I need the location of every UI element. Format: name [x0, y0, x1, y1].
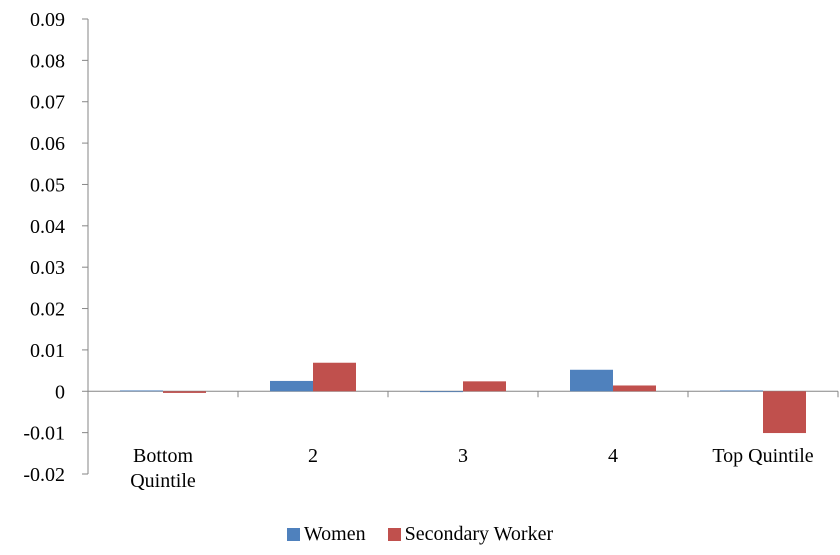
- x-tick-label: Bottom: [133, 445, 193, 467]
- x-tick-label: 4: [608, 445, 618, 467]
- legend-swatch-women: [287, 528, 300, 541]
- y-tick-label: 0: [55, 381, 65, 403]
- y-tick-label: 0.07: [30, 92, 65, 114]
- bar-women-1: [120, 390, 163, 391]
- x-tick-label: 3: [458, 445, 468, 467]
- bar-women-5: [720, 390, 763, 391]
- legend-swatch-secondary-worker: [388, 528, 401, 541]
- legend-label-secondary-worker: Secondary Worker: [405, 523, 554, 546]
- legend-label-women: Women: [304, 523, 366, 546]
- y-tick-label: 0.03: [30, 257, 65, 279]
- y-tick-label: 0.05: [30, 174, 65, 196]
- y-tick-label: 0.06: [30, 133, 65, 155]
- y-tick-label: 0.04: [30, 216, 65, 238]
- legend: Women Secondary Worker: [0, 523, 840, 546]
- bar-secondary-worker-3: [463, 381, 506, 391]
- y-tick-label: 0.09: [30, 9, 65, 31]
- x-tick-label: 2: [308, 445, 318, 467]
- x-tick-label: Quintile: [130, 470, 196, 492]
- y-axis: 0.09 0.08 0.07 0.06 0.05 0.04 0.03 0.02 0.01 0 -0.…: [23, 9, 88, 486]
- bar-women-4: [570, 370, 613, 392]
- legend-item-secondary-worker: Secondary Worker: [388, 523, 554, 546]
- bar-secondary-worker-1: [163, 391, 206, 393]
- y-tick-label: 0.08: [30, 50, 65, 72]
- bar-secondary-worker-4: [613, 385, 656, 391]
- legend-item-women: Women: [287, 523, 366, 546]
- y-tick-label: -0.02: [23, 464, 65, 486]
- y-tick-label: -0.01: [23, 423, 65, 445]
- bars: [120, 363, 806, 433]
- y-tick-label: 0.01: [30, 340, 65, 362]
- bar-women-3: [420, 391, 463, 392]
- bar-secondary-worker-5: [763, 391, 806, 433]
- bar-secondary-worker-2: [313, 363, 356, 392]
- y-tick-label: 0.02: [30, 299, 65, 321]
- bar-chart: 0.09 0.08 0.07 0.06 0.05 0.04 0.03 0.02 0.01 0 -0.…: [0, 0, 840, 520]
- x-tick-label: Top Quintile: [712, 445, 813, 467]
- bar-women-2: [270, 381, 313, 391]
- x-axis: Bottom Quintile 2 3 4 Top Quintile: [88, 391, 838, 492]
